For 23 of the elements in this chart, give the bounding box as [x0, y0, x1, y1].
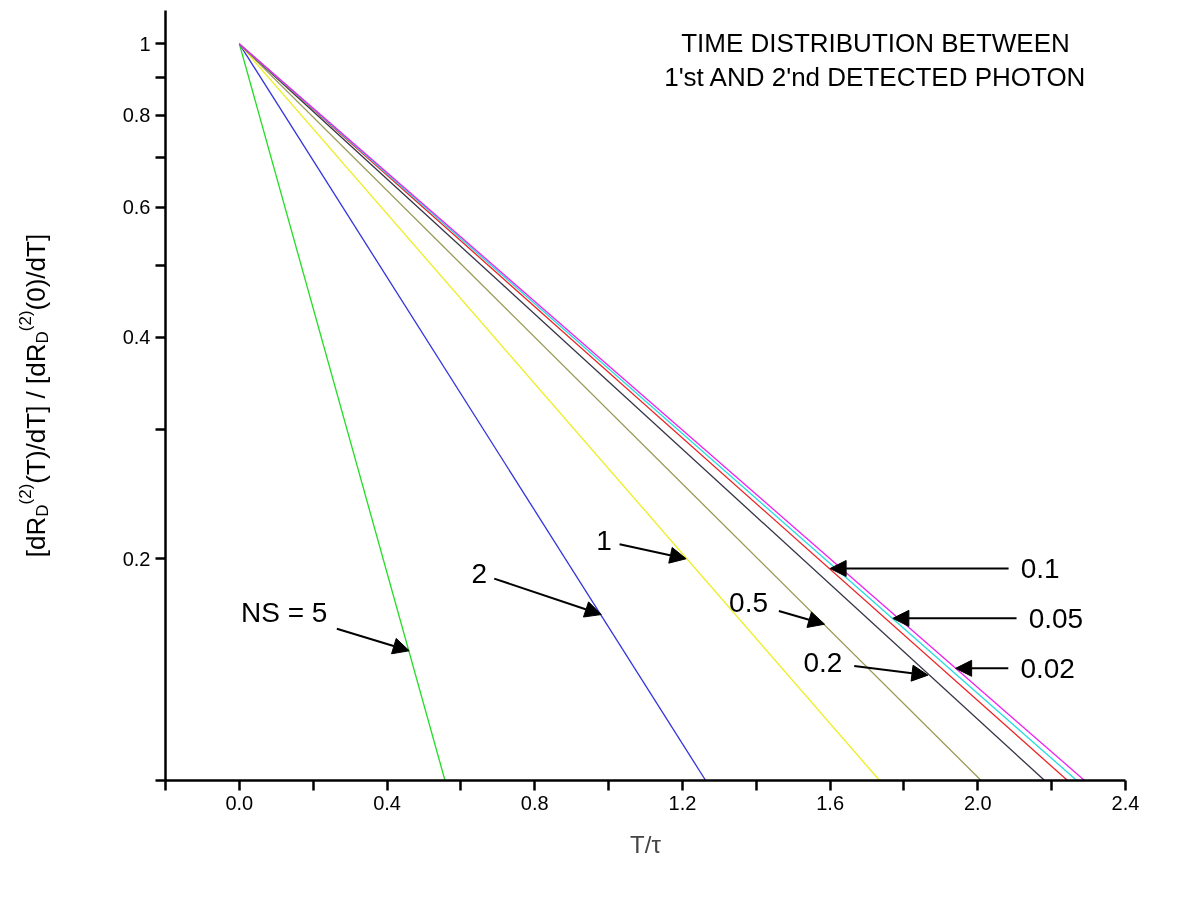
annotation: 0.02	[1020, 652, 1075, 684]
y-tick-label: 0.8	[122, 104, 151, 127]
x-tick-label: 1.6	[816, 791, 845, 814]
y-axis-title: [dRD(2)(T)/dT] / [dRD(2)(0)/dT]	[16, 233, 52, 558]
y-tick-label: 0.4	[122, 326, 151, 349]
text: TIME DISTRIBUTION BETWEEN 1'st AND 2'nd DETECTED PHOTON	[664, 27, 1086, 92]
y-tick-label: 0.6	[122, 196, 151, 219]
x-tick-label: 1.2	[668, 791, 697, 814]
x-axis-title: T/τ	[630, 830, 662, 858]
annotation: 0.1	[1020, 553, 1060, 584]
x-tick-label: 0.4	[373, 791, 401, 814]
annotation: 1	[596, 525, 612, 557]
annotation: 0.05	[1028, 602, 1084, 634]
annotation: 0.2	[803, 646, 843, 678]
annotation: 0.5	[729, 586, 769, 618]
x-tick-label: 2.4	[1111, 791, 1140, 814]
x-tick-label: 0.8	[520, 791, 549, 814]
y-tick-label: 0.2	[122, 547, 151, 570]
y-tick-label: 1	[139, 32, 151, 55]
x-tick-label: 2.0	[963, 791, 992, 814]
x-tick-label: 0.0	[225, 791, 254, 814]
annotation: NS = 5	[241, 597, 328, 629]
annotation: 2	[471, 558, 487, 590]
